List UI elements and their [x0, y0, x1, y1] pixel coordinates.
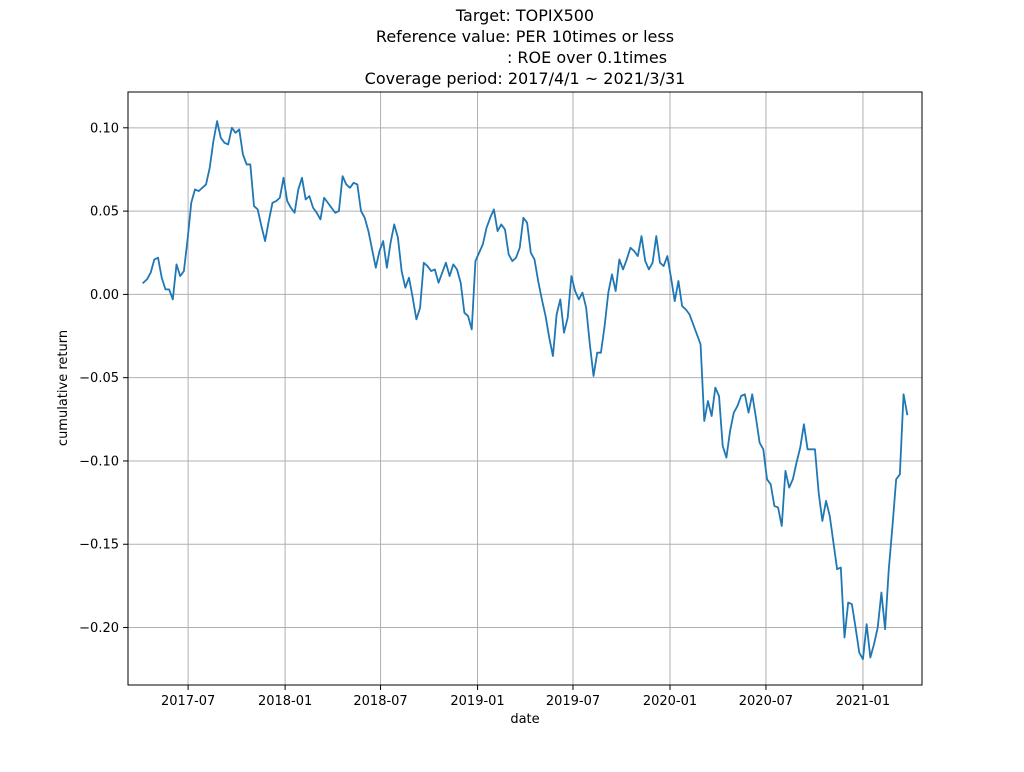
y-tick-label: −0.05: [79, 371, 119, 386]
y-tick-label: 0.10: [90, 121, 119, 136]
title-line-2: Reference value: PER 10times or less: [376, 27, 674, 46]
x-tick-label: 2019-07: [546, 694, 600, 709]
chart-title: Target: TOPIX500 Reference value: PER 10t…: [365, 6, 686, 88]
y-tick-label: −0.20: [79, 621, 119, 636]
x-tick-label: 2019-01: [450, 694, 504, 709]
axes-frame: [127, 91, 923, 686]
y-tick-label: 0.00: [90, 288, 119, 303]
y-tick-label: 0.05: [90, 205, 119, 220]
series: [142, 120, 909, 661]
x-axis-label: date: [510, 712, 539, 727]
y-tick-label: −0.10: [79, 454, 119, 469]
y-axis-label: cumulative return: [56, 330, 71, 446]
x-axis-ticks: 2017-07 2018-01 2018-07 2019-01 2019-07 2020-…: [161, 685, 890, 709]
grid: [128, 92, 922, 685]
y-tick-label: −0.15: [79, 538, 119, 553]
x-tick-label: 2017-07: [161, 694, 215, 709]
title-line-4: Coverage period: 2017/4/1 ~ 2021/3/31: [365, 69, 686, 88]
title-line-1: Target: TOPIX500: [455, 6, 594, 25]
series-line-1: [142, 120, 909, 661]
x-tick-label: 2018-01: [258, 694, 312, 709]
title-line-3: : ROE over 0.1times: [507, 48, 667, 67]
x-tick-label: 2021-01: [836, 694, 890, 709]
x-tick-label: 2020-07: [739, 694, 793, 709]
y-axis-ticks: 0.10 0.05 0.00 −0.05 −0.10 −0.15 −0.20: [79, 121, 128, 636]
x-tick-label: 2018-07: [353, 694, 407, 709]
x-tick-label: 2020-01: [643, 694, 697, 709]
